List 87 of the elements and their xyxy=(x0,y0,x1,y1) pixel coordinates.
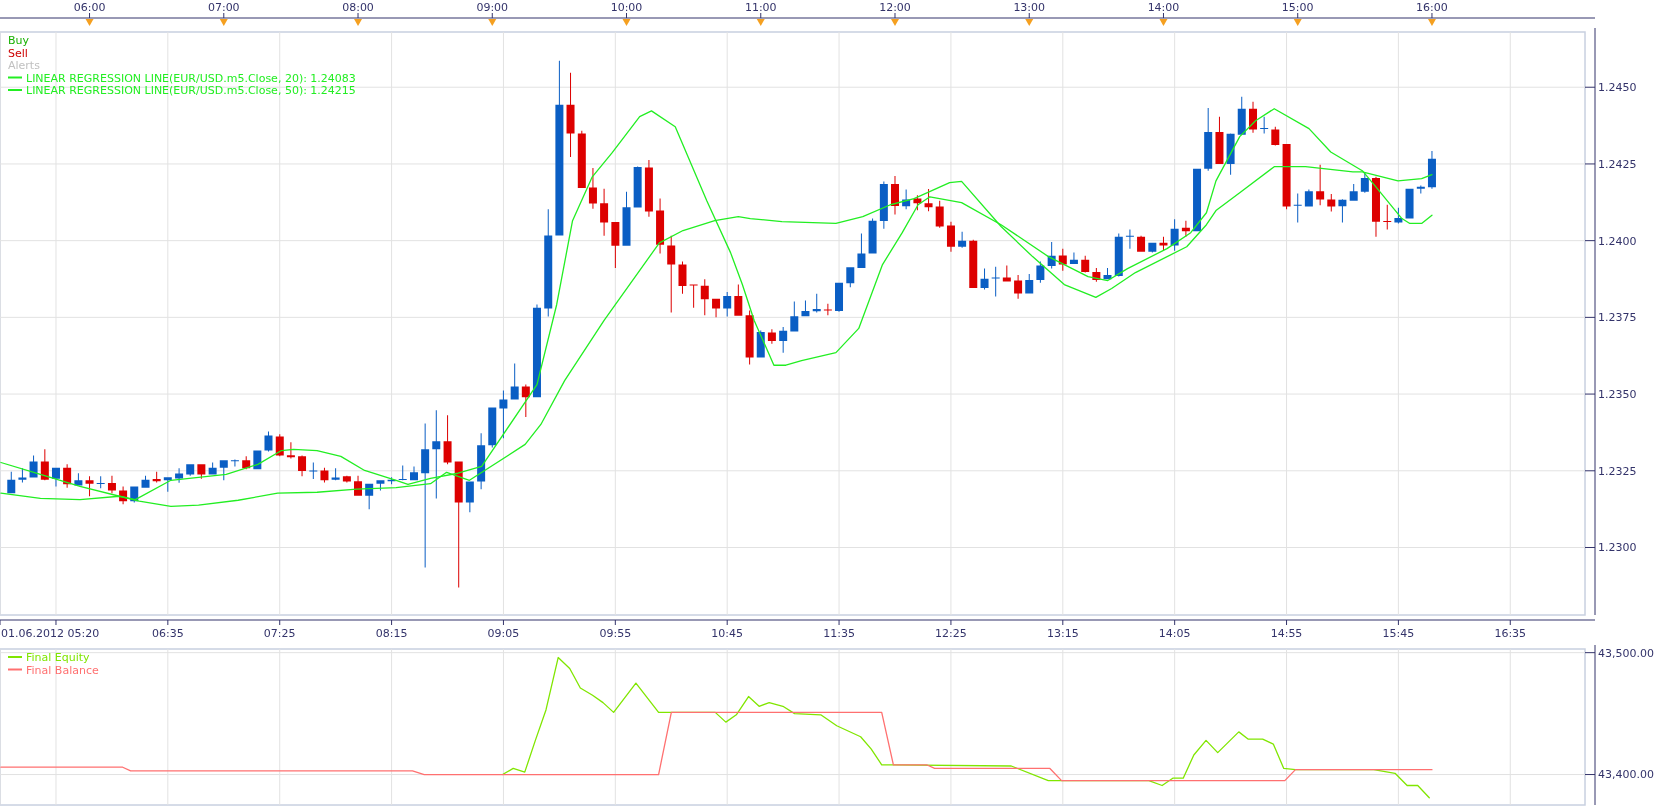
x2-tick-label: 13:00 xyxy=(1013,1,1046,14)
candlestick xyxy=(421,423,430,568)
y-tick-label: 1.2400 xyxy=(1598,234,1637,248)
candlestick xyxy=(230,459,239,467)
x-tick-label: 14:05 xyxy=(1158,627,1191,640)
candlestick xyxy=(219,460,228,481)
candlestick xyxy=(689,284,698,308)
candlestick xyxy=(611,221,620,268)
x-tick-label: 12:25 xyxy=(935,627,967,640)
candlestick xyxy=(286,442,295,459)
candlestick xyxy=(1204,108,1213,171)
candlestick xyxy=(443,415,452,465)
x2-tick-label: 10:00 xyxy=(610,1,643,14)
x-tick-label: 16:35 xyxy=(1494,627,1527,640)
candlestick xyxy=(1405,188,1414,219)
y-tick-label: 1.2450 xyxy=(1598,81,1637,95)
candlestick xyxy=(823,303,832,316)
candlestick xyxy=(331,468,340,481)
annotation: Alerts xyxy=(8,59,41,72)
candlestick xyxy=(264,431,273,452)
candlestick xyxy=(398,465,407,481)
x2-tick-label: 16:00 xyxy=(1416,1,1448,14)
candlestick xyxy=(1002,265,1011,282)
candlestick xyxy=(1316,164,1325,206)
candlestick xyxy=(1394,207,1403,224)
x-tick-label: 10:45 xyxy=(711,627,744,640)
x-tick-label: 14:55 xyxy=(1270,627,1303,640)
candlestick xyxy=(1260,116,1269,134)
candlestick xyxy=(734,284,743,316)
y-tick-label: 43,400.00 xyxy=(1598,768,1654,782)
candlestick xyxy=(410,466,418,481)
x-tick-label: 15:45 xyxy=(1382,627,1415,640)
y-tick-label: 1.2325 xyxy=(1598,464,1637,478)
x-tick-label: 11:35 xyxy=(823,627,855,640)
legend-label: Final Equity xyxy=(26,651,91,664)
candlestick xyxy=(1159,236,1168,251)
candlestick xyxy=(633,166,642,208)
y-tick-label: 1.2350 xyxy=(1598,387,1637,401)
legend-label: LINEAR REGRESSION LINE(EUR/USD.m5.Close, 20): 1.24083 xyxy=(26,71,356,85)
y-tick-label: 1.2375 xyxy=(1598,311,1637,325)
x-tick-label: 07:25 xyxy=(263,627,296,640)
candlestick xyxy=(991,266,1000,297)
x-tick-label: 06:35 xyxy=(151,627,184,640)
candlestick xyxy=(1148,242,1157,253)
candlestick xyxy=(1327,194,1336,212)
candlestick xyxy=(1293,193,1302,223)
x2-tick-label: 06:00 xyxy=(73,1,106,14)
line-series xyxy=(0,711,1433,782)
candlestick xyxy=(622,191,631,246)
x-tick-label: 09:55 xyxy=(599,627,632,640)
y-tick-label: 1.2300 xyxy=(1598,541,1637,555)
x-tick-label: 13:15 xyxy=(1046,627,1079,640)
x-tick-label: 08:15 xyxy=(375,627,408,640)
candlestick xyxy=(432,410,441,499)
legend-label: LINEAR REGRESSION LINE(EUR/USD.m5.Close, 50): 1.24215 xyxy=(26,84,356,97)
candlestick xyxy=(96,476,105,489)
candlestick xyxy=(320,467,329,483)
x2-tick-label: 07:00 xyxy=(207,1,240,14)
candlestick xyxy=(588,167,597,209)
annotation: Buy xyxy=(8,34,30,47)
candlestick xyxy=(600,188,609,236)
candlestick xyxy=(309,462,318,480)
candlestick xyxy=(85,476,94,497)
x2-tick-label: 09:00 xyxy=(476,1,509,14)
x-tick-label: 01.06.2012 05:20 xyxy=(1,627,100,640)
x2-tick-label: 14:00 xyxy=(1147,1,1180,14)
candlestick xyxy=(376,480,385,491)
candlestick xyxy=(298,455,307,477)
x2-tick-label: 08:00 xyxy=(342,1,374,14)
legend-label: Final Balance xyxy=(26,663,99,677)
candlestick xyxy=(510,363,519,400)
x2-tick-label: 15:00 xyxy=(1281,1,1314,14)
candlestick xyxy=(767,329,776,344)
y-tick-label: 1.2425 xyxy=(1598,157,1637,171)
candlestick xyxy=(1125,229,1134,249)
y-tick-label: 43,500.00 xyxy=(1598,646,1654,660)
candlestick xyxy=(667,235,676,313)
x2-tick-label: 12:00 xyxy=(879,1,911,14)
x2-tick-label: 11:00 xyxy=(744,1,777,14)
x-tick-label: 09:05 xyxy=(487,627,520,640)
candlestick xyxy=(779,326,788,353)
candlestick xyxy=(1349,183,1358,201)
candlestick xyxy=(342,475,351,483)
candlestick xyxy=(1383,204,1392,230)
candlestick xyxy=(1304,189,1313,207)
candlestick xyxy=(566,72,575,157)
annotation: Sell xyxy=(8,46,28,60)
